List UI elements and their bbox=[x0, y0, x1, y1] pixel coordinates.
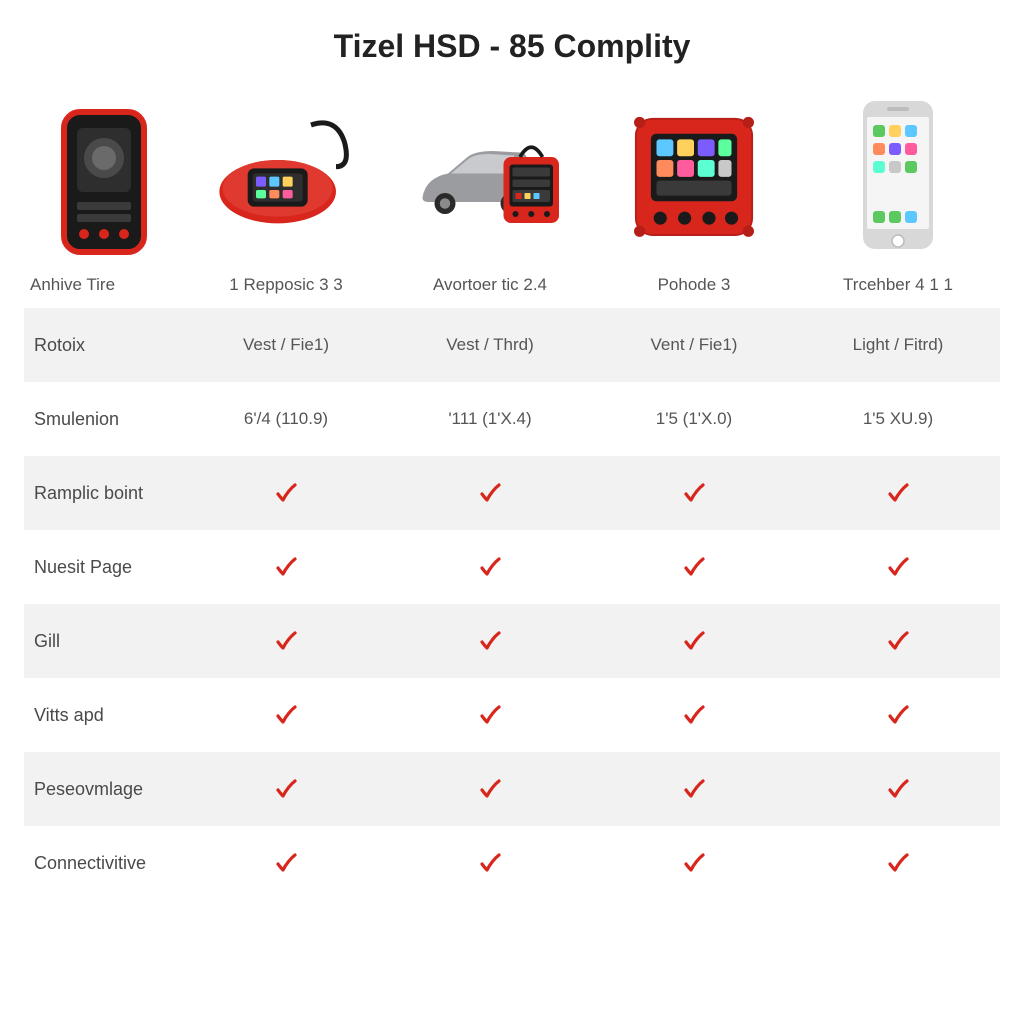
check-cell bbox=[592, 555, 796, 579]
data-cell: Vest / Fie1) bbox=[184, 335, 388, 355]
row-label: Smulenion bbox=[24, 409, 184, 430]
check-cell bbox=[184, 703, 388, 727]
row-label: Gill bbox=[24, 631, 184, 652]
check-cell bbox=[184, 851, 388, 875]
check-icon bbox=[274, 703, 298, 727]
product-3 bbox=[388, 87, 592, 262]
check-cell bbox=[592, 481, 796, 505]
check-icon bbox=[886, 555, 910, 579]
check-cell bbox=[184, 629, 388, 653]
product-4 bbox=[592, 87, 796, 262]
check-icon bbox=[478, 851, 502, 875]
check-cell bbox=[184, 481, 388, 505]
text-row: RotoixVest / Fie1)Vest / Thrd)Vent / Fie… bbox=[24, 308, 1000, 382]
check-rows-container: Ramplic boint Nuesit Page Gill Vitts apd… bbox=[24, 456, 1000, 900]
col-header-3: Pohode 3 bbox=[592, 275, 796, 295]
check-cell bbox=[592, 851, 796, 875]
check-row: Peseovmlage bbox=[24, 752, 1000, 826]
car-with-tablet-icon bbox=[415, 95, 565, 255]
row-label: Rotoix bbox=[24, 335, 184, 356]
check-row: Nuesit Page bbox=[24, 530, 1000, 604]
check-icon bbox=[274, 851, 298, 875]
check-icon bbox=[682, 851, 706, 875]
product-1 bbox=[24, 102, 184, 262]
check-icon bbox=[478, 481, 502, 505]
row-label-spacer bbox=[24, 102, 184, 262]
row-label: Ramplic boint bbox=[24, 483, 184, 504]
row-label: Vitts apd bbox=[24, 705, 184, 726]
col-header-1: 1 Repposic 3 3 bbox=[184, 275, 388, 295]
col-header-2: Avortoer tic 2.4 bbox=[388, 275, 592, 295]
check-icon bbox=[886, 629, 910, 653]
col-header-4: Trcehber 4 1 1 bbox=[796, 275, 1000, 295]
product-5 bbox=[796, 87, 1000, 262]
check-cell bbox=[388, 777, 592, 801]
product-images-row bbox=[24, 87, 1000, 262]
check-icon bbox=[274, 555, 298, 579]
check-icon bbox=[886, 777, 910, 801]
square-diagnostic-tablet-icon bbox=[619, 95, 769, 255]
check-icon bbox=[478, 629, 502, 653]
check-icon bbox=[682, 481, 706, 505]
check-row: Gill bbox=[24, 604, 1000, 678]
data-cell: Vent / Fie1) bbox=[592, 335, 796, 355]
check-cell bbox=[796, 555, 1000, 579]
check-icon bbox=[682, 629, 706, 653]
obd-handheld-icon bbox=[29, 102, 179, 262]
data-cell: Light / Fitrd) bbox=[796, 335, 1000, 355]
data-cell: 1'5 (1'X.0) bbox=[592, 409, 796, 429]
text-rows-container: RotoixVest / Fie1)Vest / Thrd)Vent / Fie… bbox=[24, 308, 1000, 456]
product-2 bbox=[184, 87, 388, 262]
check-icon bbox=[478, 703, 502, 727]
check-icon bbox=[274, 481, 298, 505]
check-cell bbox=[796, 777, 1000, 801]
row-label: Connectivitive bbox=[24, 853, 184, 874]
page-title: Tizel HSD - 85 Complity bbox=[24, 28, 1000, 65]
check-icon bbox=[274, 777, 298, 801]
check-icon bbox=[886, 703, 910, 727]
header-left-label: Anhive Tire bbox=[24, 275, 184, 295]
data-cell: 6'/4 (110.9) bbox=[184, 409, 388, 429]
check-cell bbox=[796, 481, 1000, 505]
check-icon bbox=[682, 703, 706, 727]
data-cell: 1'5 XU.9) bbox=[796, 409, 1000, 429]
check-cell bbox=[388, 555, 592, 579]
check-row: Ramplic boint bbox=[24, 456, 1000, 530]
check-cell bbox=[796, 629, 1000, 653]
check-icon bbox=[886, 481, 910, 505]
check-cell bbox=[184, 777, 388, 801]
check-icon bbox=[478, 777, 502, 801]
comparison-page: Tizel HSD - 85 Complity bbox=[0, 0, 1024, 900]
check-row: Connectivitive bbox=[24, 826, 1000, 900]
check-cell bbox=[796, 851, 1000, 875]
text-row: Smulenion6'/4 (110.9)'111 (1'X.4)1'5 (1'… bbox=[24, 382, 1000, 456]
check-icon bbox=[274, 629, 298, 653]
check-cell bbox=[388, 703, 592, 727]
check-row: Vitts apd bbox=[24, 678, 1000, 752]
data-cell: Vest / Thrd) bbox=[388, 335, 592, 355]
check-cell bbox=[388, 629, 592, 653]
row-label: Peseovmlage bbox=[24, 779, 184, 800]
check-icon bbox=[886, 851, 910, 875]
obd-mouse-scanner-icon bbox=[211, 95, 361, 255]
check-cell bbox=[592, 703, 796, 727]
check-icon bbox=[682, 777, 706, 801]
check-icon bbox=[478, 555, 502, 579]
smartphone-icon bbox=[853, 95, 943, 255]
check-cell bbox=[796, 703, 1000, 727]
column-headers-row: Anhive Tire 1 Repposic 3 3 Avortoer tic … bbox=[24, 262, 1000, 308]
data-cell: '111 (1'X.4) bbox=[388, 409, 592, 429]
check-cell bbox=[184, 555, 388, 579]
check-cell bbox=[388, 851, 592, 875]
check-cell bbox=[592, 629, 796, 653]
row-label: Nuesit Page bbox=[24, 557, 184, 578]
check-cell bbox=[388, 481, 592, 505]
check-icon bbox=[682, 555, 706, 579]
check-cell bbox=[592, 777, 796, 801]
